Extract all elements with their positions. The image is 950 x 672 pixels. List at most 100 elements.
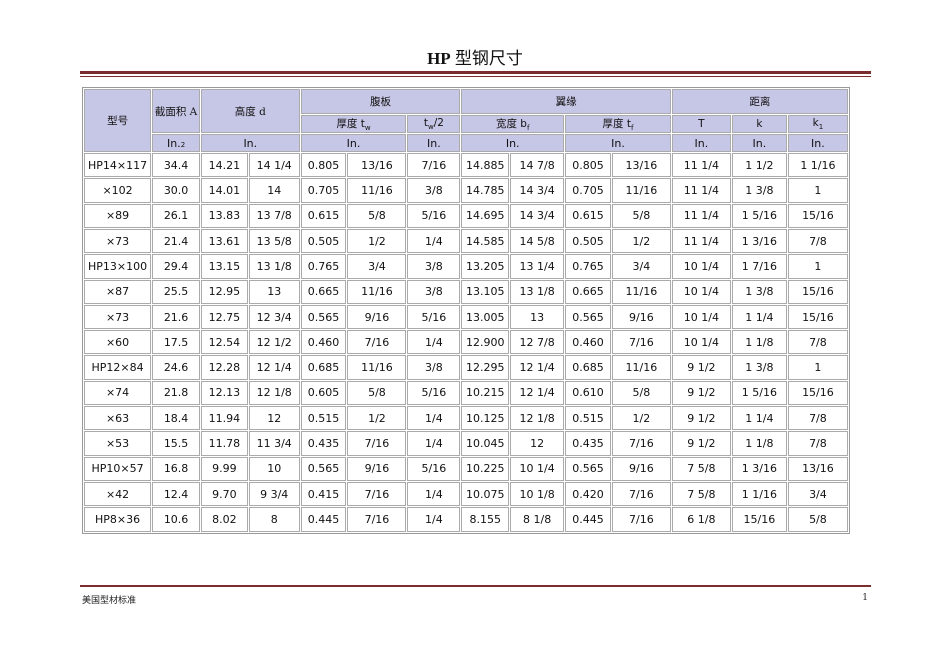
table-cell: 3/4 <box>611 254 671 279</box>
table-cell: ×60 <box>84 330 152 355</box>
table-cell: 12.13 <box>200 380 248 406</box>
table-cell: 11/16 <box>611 355 671 380</box>
table-cell: HP12×84 <box>84 355 152 380</box>
header-text: f <box>630 124 634 133</box>
table-cell: 7/16 <box>347 481 407 507</box>
table-cell: 10.045 <box>461 431 510 456</box>
table-cell: 21.8 <box>152 380 200 406</box>
table-cell: 5/8 <box>347 203 407 228</box>
unit-cell: In. <box>407 134 461 153</box>
table-cell: 3/8 <box>407 178 461 203</box>
table-row: ×87 25.5 12.95 13 0.665 11/16 3/8 13.105 13 1/8 0… <box>84 279 848 304</box>
table-cell: 1 1/16 <box>787 153 848 178</box>
table-row: HP8×36 10.6 8.02 8 0.445 7/16 1/4 8.155 8 1/8 0.4… <box>84 507 848 532</box>
header-text: 厚度 t <box>602 118 631 130</box>
table-cell: 0.460 <box>565 330 611 355</box>
table-cell: 14 1/4 <box>248 153 300 178</box>
table-cell: 17.5 <box>152 330 200 355</box>
table-cell: 12 1/8 <box>248 380 300 406</box>
table-cell: HP13×100 <box>84 254 152 279</box>
table-cell: 0.445 <box>565 507 611 532</box>
table-cell: 14.585 <box>461 228 510 254</box>
table-cell: 14.695 <box>461 203 510 228</box>
table-cell: 14 7/8 <box>510 153 565 178</box>
header-cell: tw/2 <box>407 115 461 134</box>
table-cell: 1 3/8 <box>731 178 787 203</box>
table-cell: 15/16 <box>787 279 848 304</box>
table-cell: 13/16 <box>611 153 671 178</box>
table-cell: 14 5/8 <box>510 228 565 254</box>
header-text: 2 <box>180 140 186 149</box>
table-cell: 14.01 <box>200 178 248 203</box>
table-cell: 3/4 <box>787 481 848 507</box>
table-cell: 11 1/4 <box>671 228 731 254</box>
table-cell: 0.615 <box>300 203 347 228</box>
table-cell: 0.765 <box>565 254 611 279</box>
table-cell: 3/8 <box>407 355 461 380</box>
header-text: 宽度 b <box>495 118 527 130</box>
table-cell: 11.94 <box>200 406 248 431</box>
header-cell: 厚度 tw <box>300 115 407 134</box>
header-cell: 宽度 bf <box>461 115 565 134</box>
header-text: /2 <box>433 117 444 129</box>
bottom-rule <box>80 585 871 587</box>
table-cell: 3/8 <box>407 254 461 279</box>
table-cell: 7/16 <box>611 330 671 355</box>
table-cell: 0.610 <box>565 380 611 406</box>
table-cell: 0.445 <box>300 507 347 532</box>
unit-cell: In.2 <box>152 134 200 153</box>
table-row: HP10×57 16.8 9.99 10 0.565 9/16 5/16 10.225 10 1… <box>84 456 848 481</box>
page-number: 1 <box>862 593 868 603</box>
unit-cell: In. <box>300 134 407 153</box>
table-row: ×89 26.1 13.83 13 7/8 0.615 5/8 5/16 14.695 14 3… <box>84 203 848 228</box>
header-cell: 距离 <box>671 89 848 114</box>
table-cell: 29.4 <box>152 254 200 279</box>
header-text: t <box>423 117 428 129</box>
table-cell: 11 1/4 <box>671 153 731 178</box>
table-cell: 10 <box>248 456 300 481</box>
table-cell: 1/2 <box>611 406 671 431</box>
table-cell: 9.70 <box>200 481 248 507</box>
table-cell: 11/16 <box>347 178 407 203</box>
table-cell: 5/8 <box>611 380 671 406</box>
table-cell: 5/16 <box>407 456 461 481</box>
table-cell: 15.5 <box>152 431 200 456</box>
table-cell: 10.075 <box>461 481 510 507</box>
table-row: ×63 18.4 11.94 12 0.515 1/2 1/4 10.125 12 1/8 0.5… <box>84 406 848 431</box>
table-cell: 13 1/8 <box>248 254 300 279</box>
table-cell: 1/4 <box>407 507 461 532</box>
table-cell: 5/16 <box>407 203 461 228</box>
table-cell: 7 5/8 <box>671 481 731 507</box>
table-cell: 0.805 <box>565 153 611 178</box>
table-cell: 15/16 <box>787 203 848 228</box>
table-cell: 11/16 <box>347 355 407 380</box>
table-cell: HP10×57 <box>84 456 152 481</box>
table-cell: 0.420 <box>565 481 611 507</box>
table-cell: 13 1/4 <box>510 254 565 279</box>
table-row: ×74 21.8 12.13 12 1/8 0.605 5/8 5/16 10.215 12 1… <box>84 380 848 406</box>
table-cell: 7/16 <box>611 507 671 532</box>
table-cell: 0.705 <box>300 178 347 203</box>
table-cell: 10 1/4 <box>671 304 731 330</box>
table-cell: 0.615 <box>565 203 611 228</box>
title-bold: HP <box>427 49 451 68</box>
table-cell: 11/16 <box>611 279 671 304</box>
table-cell: 1 3/16 <box>731 456 787 481</box>
table-cell: 12 <box>510 431 565 456</box>
table-cell: 5/16 <box>407 380 461 406</box>
table-cell: 12.295 <box>461 355 510 380</box>
table-cell: 0.460 <box>300 330 347 355</box>
table-cell: 10 1/4 <box>671 330 731 355</box>
table-row: ×42 12.4 9.70 9 3/4 0.415 7/16 1/4 10.075 10 1/8… <box>84 481 848 507</box>
table-cell: 12 1/4 <box>248 355 300 380</box>
table-cell: 14.21 <box>200 153 248 178</box>
top-rule-thin <box>80 76 871 77</box>
table-cell: 0.565 <box>300 304 347 330</box>
table-cell: 13 <box>510 304 565 330</box>
table-cell: 9 1/2 <box>671 380 731 406</box>
table-cell: 7/8 <box>787 228 848 254</box>
header-cell: 厚度 tf <box>565 115 671 134</box>
table-cell: 1/4 <box>407 406 461 431</box>
table-cell: 5/16 <box>407 304 461 330</box>
table-cell: 5/8 <box>787 507 848 532</box>
